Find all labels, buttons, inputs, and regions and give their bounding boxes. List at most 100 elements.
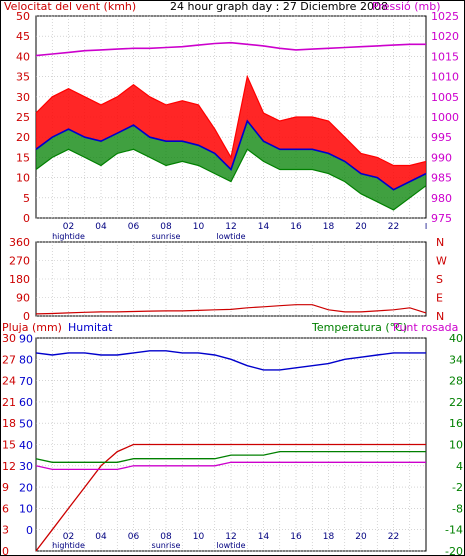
- rain-ytick-12: 12: [2, 460, 16, 473]
- temperature-ytick--14: -14: [445, 524, 463, 537]
- annotation-hightide: hightide: [52, 232, 85, 241]
- wind-xtick-02: 02: [63, 222, 74, 232]
- pressure-ytick-990: 990: [431, 151, 452, 164]
- wind-xtick-04: 04: [95, 222, 107, 232]
- rain-ytick-6: 6: [2, 502, 9, 515]
- humidity-line: [35, 350, 426, 371]
- temperature-ytick-22: 22: [449, 396, 463, 409]
- direction-ytick-0: 0: [23, 310, 30, 323]
- rain-xtick-02: 02: [63, 532, 74, 542]
- direction-ytick-360: 360: [9, 236, 30, 249]
- rain-ytick-15: 15: [2, 439, 16, 452]
- rain-xtick-22: 22: [388, 532, 399, 542]
- wind-ytick-35: 35: [16, 71, 30, 84]
- rain-xtick-14: 14: [258, 532, 270, 542]
- wind-ytick-40: 40: [16, 50, 30, 63]
- direction-label-N: N: [436, 236, 444, 249]
- rain-xtick-20: 20: [355, 532, 367, 542]
- temperature-ytick-34: 34: [449, 353, 463, 366]
- wind-xtick-10: 10: [193, 222, 205, 232]
- wind-ytick-30: 30: [16, 91, 30, 104]
- direction-label-W: W: [436, 255, 447, 268]
- temperature-ytick--8: -8: [452, 502, 463, 515]
- direction-label-E: E: [436, 292, 443, 305]
- rain-xtick-16: 16: [290, 532, 302, 542]
- rain-ytick-18: 18: [2, 417, 16, 430]
- wind-ytick-5: 5: [23, 192, 30, 205]
- pressure-ytick-995: 995: [431, 131, 452, 144]
- humidity-axis-title: Humitat: [68, 321, 113, 334]
- wind-ytick-10: 10: [16, 172, 30, 185]
- pressure-line: [35, 41, 426, 57]
- wind-xtick-06: 06: [128, 222, 140, 232]
- wind-ytick-15: 15: [16, 151, 30, 164]
- rain-ytick-0: 0: [2, 545, 9, 556]
- dewpoint-line: [35, 461, 426, 471]
- humidity-ytick-90: 90: [19, 332, 33, 345]
- humidity-ytick-60: 60: [19, 396, 33, 409]
- humidity-ytick-10: 10: [19, 503, 33, 516]
- humidity-ytick-40: 40: [19, 439, 33, 452]
- dewpoint-axis-title: Punt rosada: [393, 321, 458, 334]
- pressure-ytick-1010: 1010: [431, 71, 459, 84]
- wind-avg-line: [35, 119, 427, 191]
- wind-ytick-25: 25: [16, 111, 30, 124]
- annotation-sunrise: sunrise: [152, 232, 181, 241]
- wind-xtick-18: 18: [323, 222, 335, 232]
- temperature-ytick--20: -20: [445, 545, 463, 556]
- pressure-ytick-980: 980: [431, 192, 452, 205]
- pressure-ytick-1005: 1005: [431, 91, 459, 104]
- wind-axis-title: Velocitat del vent (kmh): [4, 0, 136, 13]
- temperature-line: [35, 450, 426, 463]
- wind-xtick-12: 12: [225, 222, 236, 232]
- temperature-ytick-10: 10: [449, 439, 463, 452]
- wind-xtick-end: I: [425, 222, 427, 231]
- wind-gust-line: [35, 74, 427, 167]
- pressure-axis-title: Pressió (mb): [372, 0, 441, 13]
- rain-humidity-temperature-panel: 0369121518212427300102030405060708090-20…: [2, 332, 463, 556]
- wind-xtick-14: 14: [258, 222, 270, 232]
- humidity-ytick-0: 0: [26, 524, 33, 537]
- temperature-axis-title: Temperatura (°C): [311, 321, 407, 334]
- rain-ytick-3: 3: [2, 524, 9, 537]
- rain-ytick-27: 27: [2, 353, 16, 366]
- humidity-ytick-20: 20: [19, 481, 33, 494]
- wind-low-area: [36, 121, 426, 210]
- pressure-ytick-1020: 1020: [431, 30, 459, 43]
- rain-xtick-10: 10: [193, 532, 205, 542]
- rain-line: [35, 443, 426, 552]
- humidity-ytick-80: 80: [19, 354, 33, 367]
- wind-low-line: [35, 148, 427, 211]
- rain-xtick-06: 06: [128, 532, 140, 542]
- wind-xtick-08: 08: [160, 222, 172, 232]
- wind-xtick-16: 16: [290, 222, 302, 232]
- pressure-ytick-1015: 1015: [431, 50, 459, 63]
- humidity-ytick-50: 50: [19, 418, 33, 431]
- rain-ytick-30: 30: [2, 332, 16, 345]
- bottom-annotation-hightide: hightide: [52, 541, 85, 550]
- annotation-lowtide: lowtide: [216, 232, 245, 241]
- wind-ytick-45: 45: [16, 30, 30, 43]
- temperature-ytick-28: 28: [449, 375, 463, 388]
- wind-ytick-20: 20: [16, 131, 30, 144]
- direction-ytick-180: 180: [9, 273, 30, 286]
- rain-ytick-24: 24: [2, 375, 16, 388]
- direction-ytick-270: 270: [9, 255, 30, 268]
- direction-ytick-90: 90: [16, 292, 30, 305]
- chart-title: 24 hour graph day : 27 Diciembre 2008: [170, 0, 388, 13]
- rain-xtick-08: 08: [160, 532, 172, 542]
- rain-axis-title: Pluja (mm): [2, 321, 62, 334]
- bottom-annotation-sunrise: sunrise: [152, 541, 181, 550]
- pressure-ytick-975: 975: [431, 212, 452, 225]
- pressure-ytick-1025: 1025: [431, 10, 459, 23]
- bottom-annotation-lowtide: lowtide: [216, 541, 245, 550]
- rain-ytick-21: 21: [2, 396, 16, 409]
- pressure-ytick-985: 985: [431, 172, 452, 185]
- rain-xtick-04: 04: [95, 532, 107, 542]
- wind-xtick-20: 20: [355, 222, 367, 232]
- temperature-ytick-40: 40: [449, 332, 463, 345]
- wind-xtick-22: 22: [388, 222, 399, 232]
- rain-xtick-18: 18: [323, 532, 335, 542]
- humidity-ytick-30: 30: [19, 460, 33, 473]
